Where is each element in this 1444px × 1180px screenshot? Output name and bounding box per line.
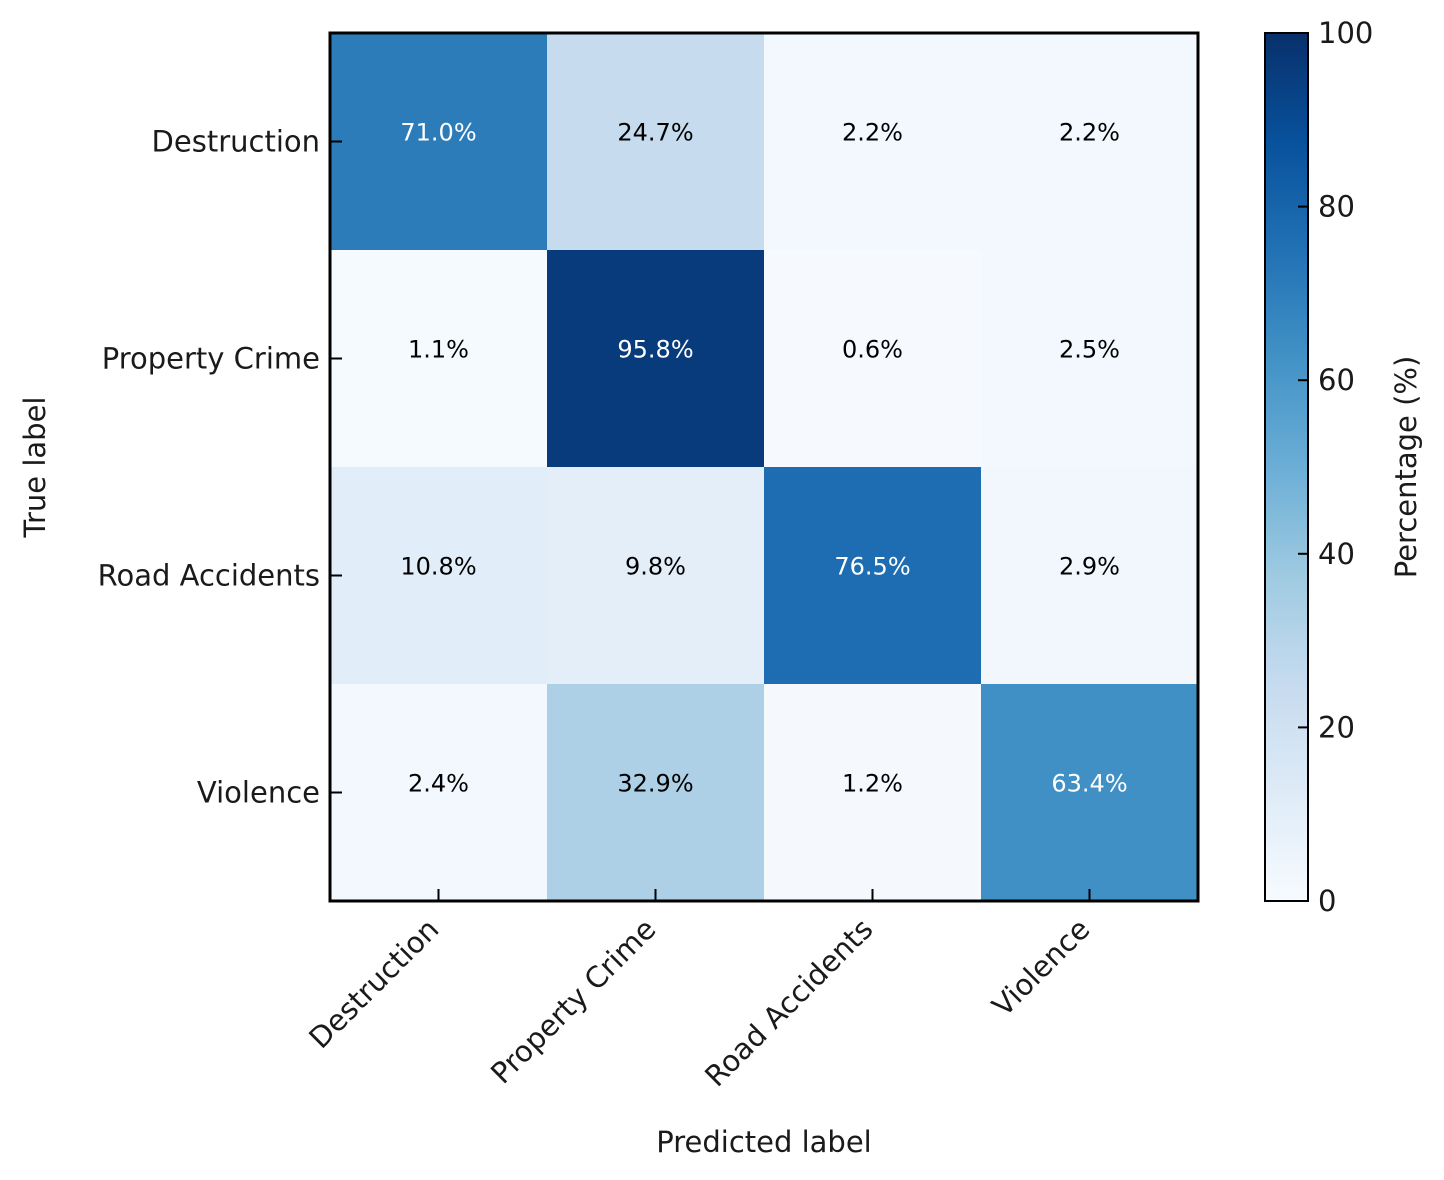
heatmap-cell (330, 250, 548, 468)
heatmap-cell (547, 250, 765, 468)
x-tick-label: Violence (985, 912, 1096, 1023)
y-axis-ticks: Destruction Property Crime Road Accidents V… (98, 125, 342, 810)
cell-value-label: 71.0% (400, 119, 476, 147)
cell-value-label: 1.1% (408, 336, 469, 364)
colorbar: 0 20 40 60 80 100 Percentage (%) (1264, 16, 1423, 918)
heatmap-cell (981, 684, 1199, 902)
x-axis-title: Predicted label (656, 1125, 872, 1159)
plot-frame (328, 31, 1200, 903)
cell-value-label: 32.9% (617, 770, 693, 798)
heatmap-cell (330, 33, 548, 251)
cell-value-label: 95.8% (617, 336, 693, 364)
y-tick-label: Road Accidents (98, 559, 320, 593)
heatmap-cell (330, 467, 548, 685)
heatmap-cell (981, 33, 1199, 251)
colorbar-tick-label: 60 (1318, 363, 1355, 397)
x-axis-ticks: Destruction Property Crime Road Accidents V… (302, 889, 1096, 1093)
y-tick-label: Property Crime (102, 342, 320, 376)
heatmap-cell (981, 250, 1199, 468)
cell-value-label: 63.4% (1051, 770, 1127, 798)
heatmap-cell (764, 250, 982, 468)
heatmap-cell (981, 467, 1199, 685)
cell-value-label: 9.8% (625, 553, 686, 581)
colorbar-gradient (1264, 32, 1309, 902)
heatmap-cell (764, 33, 982, 251)
cell-value-label: 2.5% (1059, 336, 1120, 364)
heatmap-cells (330, 33, 1199, 902)
heatmap-cell (764, 467, 982, 685)
cell-value-label: 2.2% (1059, 119, 1120, 147)
cell-value-label: 0.6% (842, 336, 903, 364)
cell-value-label: 2.9% (1059, 553, 1120, 581)
heatmap-cell (547, 684, 765, 902)
colorbar-tick-label: 0 (1318, 884, 1336, 918)
colorbar-title: Percentage (%) (1389, 356, 1423, 579)
colorbar-tick-label: 20 (1318, 710, 1355, 744)
heatmap-cell (547, 33, 765, 251)
heatmap-cell (764, 684, 982, 902)
y-tick-label: Destruction (152, 125, 320, 159)
y-tick-label: Violence (197, 776, 320, 810)
colorbar-tick-label: 100 (1318, 16, 1373, 50)
cell-value-label: 2.4% (408, 770, 469, 798)
colorbar-ticks: 0 20 40 60 80 100 (1298, 16, 1373, 918)
y-axis-title: True label (18, 397, 52, 539)
cell-value-labels: 71.0% 24.7% 2.2% 2.2% 1.1% 95.8% 0.6% 2.5% 10.8%… (400, 119, 1127, 798)
cell-value-label: 10.8% (400, 553, 476, 581)
x-tick-label: Road Accidents (698, 912, 879, 1093)
heatmap-cell (547, 467, 765, 685)
cell-value-label: 1.2% (842, 770, 903, 798)
x-tick-label: Property Crime (484, 912, 662, 1090)
cell-value-label: 76.5% (834, 553, 910, 581)
colorbar-tick-label: 40 (1318, 537, 1355, 571)
cell-value-label: 24.7% (617, 119, 693, 147)
x-tick-label: Destruction (302, 912, 445, 1055)
heatmap-cell (330, 684, 548, 902)
colorbar-tick-label: 80 (1318, 190, 1355, 224)
cell-value-label: 2.2% (842, 119, 903, 147)
